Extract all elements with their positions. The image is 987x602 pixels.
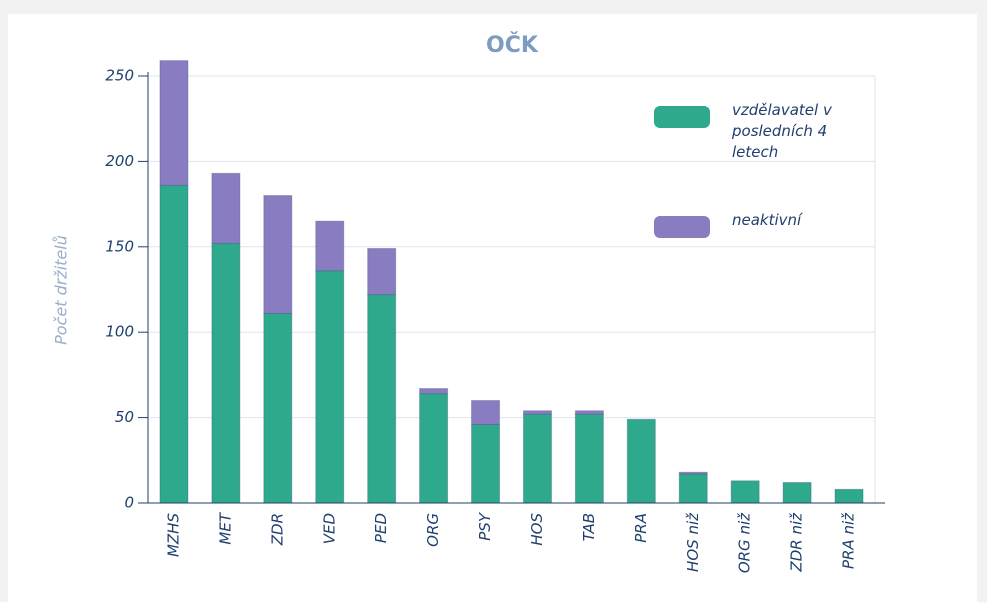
x-tick-label: VED [320, 513, 338, 544]
bar-segment [263, 312, 293, 504]
bar-segment [678, 473, 708, 504]
legend-swatch [654, 216, 710, 238]
bar-segment [211, 242, 241, 504]
bar-segment [315, 270, 345, 504]
bar-segment [626, 418, 656, 504]
x-tick-label: PED [372, 513, 390, 543]
bar-segment [522, 413, 552, 504]
y-tick-label: 150 [105, 237, 134, 255]
bar-segment [419, 393, 449, 504]
bar-segment [471, 400, 501, 425]
x-tick-label: PSY [476, 511, 494, 541]
chart-title: OČK [486, 32, 539, 58]
x-tick-label: HOS niž [684, 512, 702, 572]
bar-segment [782, 482, 812, 504]
bar-segment [678, 471, 708, 475]
y-axis-label: Počet držitelů [52, 235, 71, 345]
bar-segment [315, 220, 345, 272]
bar-segment [574, 413, 604, 504]
y-tick-label: 100 [105, 323, 134, 341]
legend-swatch [654, 106, 710, 128]
y-tick-label: 250 [105, 67, 134, 85]
x-tick-label: PRA niž [840, 512, 858, 569]
bar-segment [159, 60, 189, 186]
x-tick-label: TAB [580, 513, 598, 541]
legend: vzdělavatel v posledních 4 letech neaktiv… [650, 100, 870, 320]
x-tick-label: ZDR niž [788, 512, 806, 573]
bar-segment [211, 172, 241, 244]
bar-segment [522, 410, 552, 415]
bar-segment [574, 410, 604, 415]
legend-item: neaktivní [650, 210, 870, 320]
y-tick-label: 200 [105, 152, 134, 170]
bar-segment [730, 480, 760, 504]
x-tick-label: ZDR [268, 513, 286, 546]
bar-segment [159, 184, 189, 504]
x-tick-label: ORG [424, 513, 442, 547]
x-tick-label: HOS [528, 513, 546, 546]
bar-segment [419, 388, 449, 395]
legend-item: vzdělavatel v posledních 4 letech [650, 100, 870, 210]
bar-segment [263, 195, 293, 314]
legend-label: vzdělavatel v posledních 4 letech [732, 101, 832, 161]
x-tick-label: MET [216, 511, 234, 544]
bar-segment [834, 488, 864, 504]
bar-segment [471, 423, 501, 504]
x-tick-label: PRA [632, 513, 650, 543]
bar-segment [367, 294, 397, 504]
y-tick-label: 0 [124, 494, 134, 512]
y-tick-label: 50 [115, 408, 134, 426]
x-tick-label: ORG niž [736, 512, 754, 573]
x-tick-label: MZHS [164, 513, 182, 557]
legend-label: neaktivní [732, 211, 802, 229]
bar-segment [367, 248, 397, 296]
